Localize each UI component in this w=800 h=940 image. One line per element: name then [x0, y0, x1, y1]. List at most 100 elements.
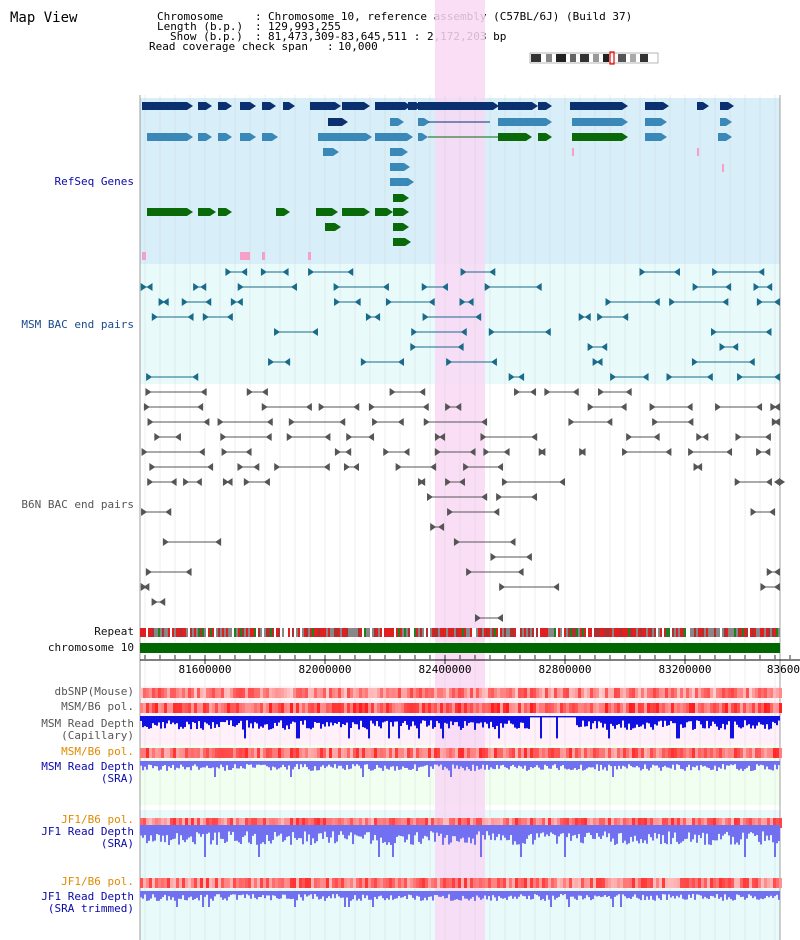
repeat-track[interactable]: [140, 628, 780, 637]
depth-bar: [282, 825, 284, 842]
heat-cell: [302, 878, 305, 888]
depth-bar: [494, 825, 496, 841]
heat-cell: [230, 688, 233, 698]
depth-bar: [498, 716, 500, 739]
chromosome-ideogram[interactable]: [529, 51, 659, 65]
depth-bar: [296, 825, 298, 840]
track-label-msm-depth-sra[interactable]: MSM Read Depth: [41, 760, 134, 773]
heat-cell: [599, 703, 602, 713]
depth-bar: [710, 761, 712, 771]
depth-bar: [628, 891, 630, 898]
depth-bar: [192, 825, 194, 843]
depth-bar: [636, 716, 638, 725]
gene-feature: [538, 102, 546, 110]
gene-arrow: [206, 133, 212, 141]
depth-bar: [216, 891, 218, 895]
heat-cell: [440, 688, 443, 698]
heat-cell: [515, 748, 518, 758]
track-label-msm-depth-cap[interactable]: MSM Read Depth: [41, 717, 134, 730]
track-label-msm-bac[interactable]: MSM BAC end pairs: [21, 318, 134, 331]
depth-bar: [406, 761, 408, 768]
heat-cell: [287, 703, 290, 713]
heat-cell: [611, 818, 614, 828]
track-label-msm-pol-1[interactable]: MSM/B6 pol.: [61, 700, 134, 713]
depth-bar: [148, 891, 150, 901]
heat-cell: [326, 688, 329, 698]
track-label-jf1-pol-2[interactable]: JF1/B6 pol.: [61, 875, 134, 888]
bac-end: [499, 583, 506, 591]
depth-bar: [632, 825, 634, 842]
heat-cell: [551, 748, 554, 758]
repeat-block: [594, 628, 596, 637]
depth-bar: [224, 891, 226, 899]
depth-bar: [178, 761, 180, 769]
depth-bar: [556, 716, 558, 739]
heat-cell: [680, 818, 683, 828]
depth-bar: [726, 825, 728, 832]
track-label-refseq[interactable]: RefSeq Genes: [54, 175, 134, 188]
b6n-bac-track[interactable]: [140, 388, 786, 622]
depth-bar: [358, 716, 360, 730]
track-label-jf1-trim[interactable]: JF1 Read Depth: [41, 890, 134, 903]
heat-cell: [743, 748, 746, 758]
heat-cell: [551, 818, 554, 828]
heat-cell: [389, 703, 392, 713]
depth-bar: [444, 825, 446, 838]
heat-cell: [620, 878, 623, 888]
depth-bar: [188, 891, 190, 898]
track-label-jf1-pol-1[interactable]: JF1/B6 pol.: [61, 813, 134, 826]
heat-cell: [620, 703, 623, 713]
gene-arrow: [726, 118, 732, 126]
depth-bar: [322, 761, 324, 766]
track-label-msm-pol-2[interactable]: MSM/B6 pol.: [61, 745, 134, 758]
heat-cell: [209, 818, 212, 828]
repeat-block: [512, 628, 514, 637]
depth-bar: [694, 891, 696, 900]
depth-bar: [642, 761, 644, 770]
depth-bar: [350, 891, 352, 901]
depth-bar: [618, 825, 620, 834]
msm-bac-track[interactable]: [140, 268, 780, 381]
heat-cell: [755, 748, 758, 758]
depth-bar: [586, 891, 588, 896]
track-label-b6n-bac[interactable]: B6N BAC end pairs: [21, 498, 134, 511]
depth-bar: [686, 716, 688, 723]
gene-arrow: [493, 102, 499, 110]
heat-cell: [659, 878, 662, 888]
heat-cell: [614, 703, 617, 713]
depth-bar: [314, 891, 316, 895]
track-label-jf1-depth[interactable]: JF1 Read Depth: [41, 825, 134, 838]
depth-bar: [170, 891, 172, 900]
heat-cell: [521, 688, 524, 698]
depth-bar: [462, 825, 464, 838]
heat-cell: [269, 688, 272, 698]
repeat-block: [644, 628, 646, 637]
track-label-chromosome[interactable]: chromosome 10: [47, 641, 134, 654]
depth-bar: [244, 891, 246, 899]
depth-bar: [500, 825, 502, 841]
depth-bar: [380, 716, 382, 729]
heat-cell: [386, 818, 389, 828]
depth-bar: [402, 825, 404, 837]
depth-bar: [738, 825, 740, 845]
track-label-dbsnp[interactable]: dbSNP(Mouse): [54, 685, 134, 698]
heat-cell: [596, 703, 599, 713]
repeat-block: [564, 628, 566, 637]
depth-bar: [772, 716, 774, 722]
depth-bar: [740, 825, 742, 840]
refseq-genes-track[interactable]: [142, 102, 734, 260]
heat-cell: [578, 748, 581, 758]
depth-bar: [436, 716, 438, 721]
heat-cell: [344, 688, 347, 698]
bac-end: [140, 283, 147, 291]
heat-cell: [167, 748, 170, 758]
heat-cell: [188, 818, 191, 828]
heat-cell: [647, 878, 650, 888]
heat-cell: [623, 818, 626, 828]
depth-bar: [640, 716, 642, 727]
depth-bar: [196, 891, 198, 898]
repeat-block: [148, 628, 150, 637]
chromosome-bar[interactable]: [140, 643, 780, 653]
track-label-repeat[interactable]: Repeat: [94, 625, 134, 638]
